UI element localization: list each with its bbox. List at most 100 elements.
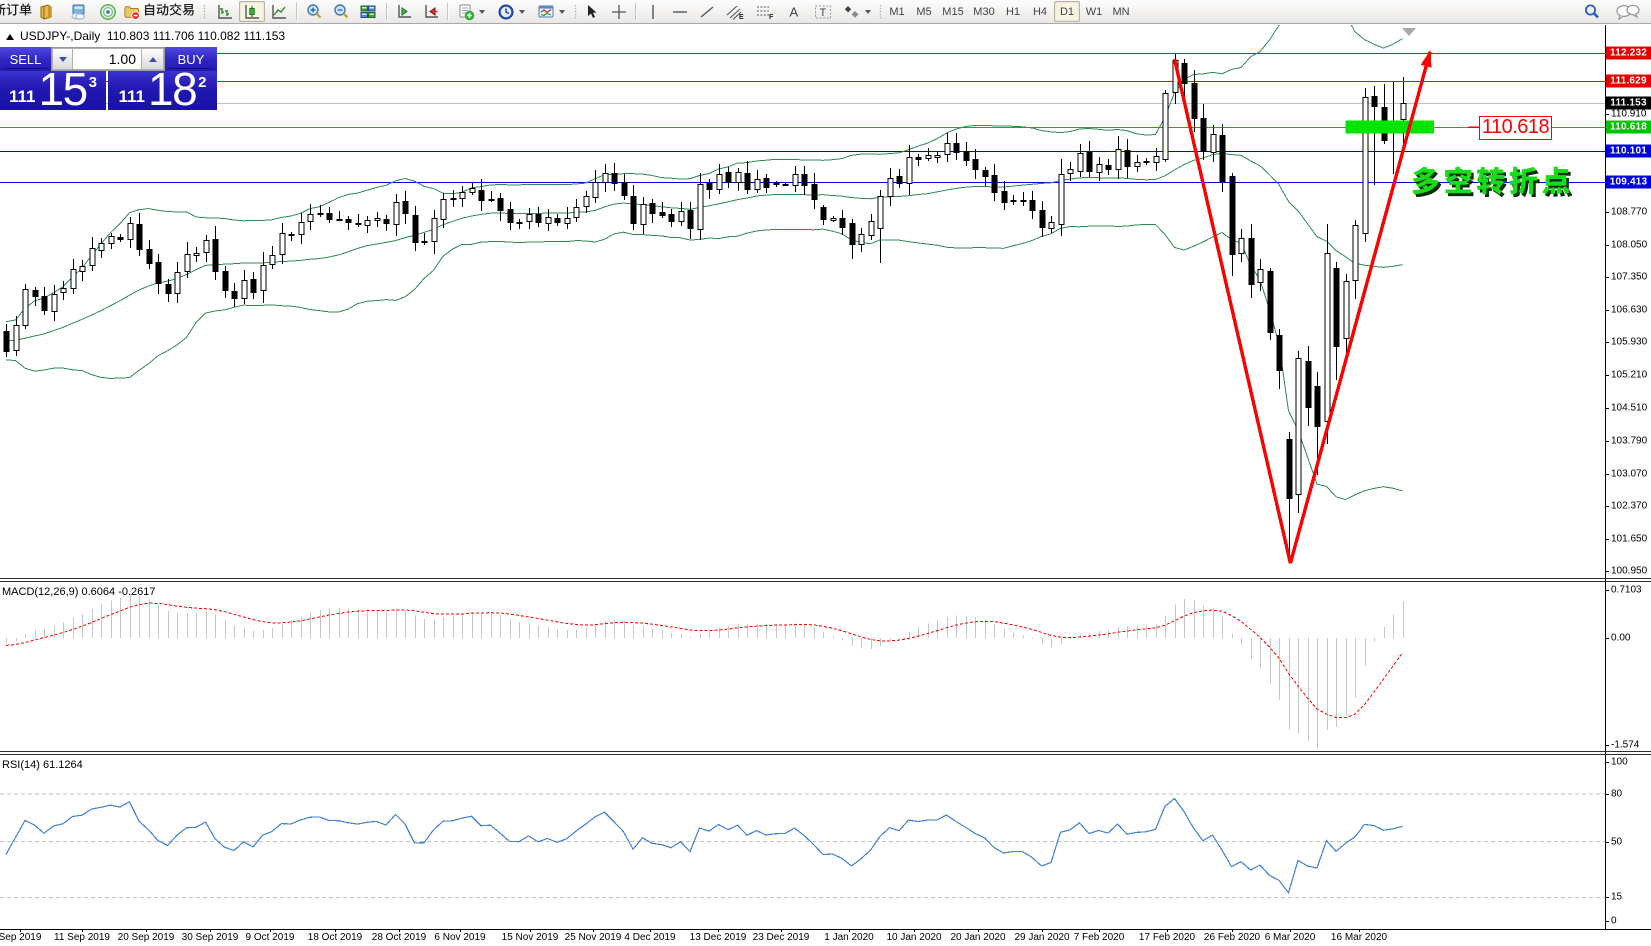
timeframe-h1[interactable]: H1: [1005, 5, 1021, 18]
panel-collapse-arrow-icon[interactable]: [6, 34, 14, 40]
horizontal-line-tool-icon[interactable]: [667, 1, 693, 22]
text-tool-icon[interactable]: A: [781, 1, 807, 22]
sell-underline: [4, 68, 47, 69]
volume-decrease-button[interactable]: [52, 48, 73, 70]
rsi-axis-tick: [1605, 793, 1609, 795]
rsi-pane-layer: [0, 793, 1605, 898]
price-axis-label: 107.350: [1611, 271, 1648, 283]
fibonacci-tool-icon[interactable]: F: [751, 1, 779, 22]
volume-input[interactable]: 1.00: [73, 48, 141, 70]
sell-price-pips: 15: [38, 63, 88, 116]
signals-icon[interactable]: [95, 1, 121, 22]
toolbar-separator: [635, 3, 637, 20]
pane-separator[interactable]: [0, 578, 1651, 579]
toolbar: E F A T M1 M5 M15 M30 H1 H4 D1 W1 MN: [0, 0, 1651, 24]
timeframe-m15[interactable]: M15: [942, 5, 964, 18]
templates-button[interactable]: [532, 1, 570, 22]
templates-dropdown-arrow[interactable]: [559, 9, 565, 14]
up-arrow-icon: [148, 56, 157, 62]
date-axis-label: 23 Dec 2019: [752, 932, 810, 943]
timeframe-w1[interactable]: W1: [1085, 5, 1103, 18]
price-axis-label: 100.950: [1611, 565, 1648, 577]
indicators-dropdown-arrow[interactable]: [479, 9, 485, 14]
autotrading-button[interactable]: [124, 1, 198, 22]
crosshair-tool-icon[interactable]: [606, 1, 632, 22]
timeframe-m5[interactable]: M5: [916, 5, 932, 18]
line-chart-icon[interactable]: [266, 1, 292, 22]
periods-dropdown-arrow[interactable]: [519, 9, 525, 14]
arrows-tool-button[interactable]: [839, 1, 875, 22]
price-axis-label: 101.650: [1611, 533, 1648, 545]
price-axis-tick: [1605, 571, 1609, 572]
rsi-axis-label: 15: [1611, 891, 1623, 903]
timeframe-d1[interactable]: D1: [1054, 1, 1080, 22]
chart-shift-icon[interactable]: [418, 1, 444, 22]
timeframe-mn[interactable]: MN: [1112, 5, 1130, 18]
price-axis-badge-110.101: 110.101: [1606, 144, 1651, 158]
trendline-tool-icon[interactable]: [694, 1, 720, 22]
chart-shift-marker-icon[interactable]: [1402, 28, 1417, 36]
sell-button[interactable]: SELL: [0, 47, 51, 71]
pane-separator[interactable]: [0, 754, 1651, 755]
zoom-in-icon[interactable]: [301, 1, 327, 22]
chart-title: USDJPY-,Daily 110.803 111.706 110.082 11…: [20, 29, 285, 43]
timeframe-m1[interactable]: M1: [889, 5, 905, 18]
price-axis-label: 103.790: [1611, 435, 1648, 447]
auto-scroll-icon[interactable]: [391, 1, 417, 22]
vertical-line-tool-icon[interactable]: [640, 1, 666, 22]
price-axis-label: 105.930: [1611, 336, 1648, 348]
price-axis-tick: [1605, 211, 1609, 213]
periods-button[interactable]: [492, 1, 530, 22]
time-axis-line: [0, 929, 1651, 930]
annotation-note[interactable]: [1411, 166, 1577, 201]
search-icon[interactable]: [1578, 1, 1606, 22]
rsi-indicator-label: RSI(14) 61.1264: [2, 759, 83, 771]
fibo-icon-letter: F: [769, 14, 774, 21]
buy-button[interactable]: BUY: [165, 47, 217, 71]
price-axis-tick: [1605, 245, 1609, 246]
pane-separator[interactable]: [0, 581, 1651, 582]
sell-price-figure: 111: [8, 87, 36, 106]
timeframe-h4[interactable]: H4: [1032, 5, 1048, 18]
price-axis-label: 108.050: [1611, 239, 1648, 251]
date-axis-tick: [914, 929, 915, 932]
level-price-label[interactable]: 110.618: [1479, 115, 1552, 140]
price-axis-tick: [1605, 505, 1609, 507]
sell-price[interactable]: 111 15 3: [0, 63, 106, 116]
text-label-tool-icon[interactable]: T: [809, 1, 837, 22]
zoom-out-icon[interactable]: [328, 1, 354, 22]
price-axis-label: 108.770: [1611, 206, 1648, 218]
chart-symbol-period: USDJPY-,Daily: [20, 29, 101, 43]
buy-price[interactable]: 111 18 2: [108, 66, 217, 112]
toolbar-grip[interactable]: [879, 4, 882, 19]
candlestick-chart-icon[interactable]: [239, 1, 265, 22]
indicators-button[interactable]: [452, 1, 490, 22]
chat-icon[interactable]: [1610, 1, 1644, 22]
price-axis-tick: [1605, 407, 1609, 409]
chart-window: USDJPY-,Daily 110.803 111.706 110.082 11…: [0, 25, 1651, 946]
macd-axis-tick: [1605, 745, 1609, 747]
cursor-tool-icon[interactable]: [580, 1, 604, 22]
arrows-dropdown-arrow[interactable]: [865, 9, 871, 14]
toolbar-grip[interactable]: [574, 4, 577, 19]
rsi-axis-label: 50: [1611, 836, 1623, 848]
date-axis-tick: [335, 929, 336, 932]
volume-increase-button[interactable]: [141, 48, 164, 70]
channel-tool-icon[interactable]: E: [721, 1, 749, 22]
date-axis-tick: [530, 929, 531, 932]
rsi-axis-label: 0: [1611, 915, 1617, 927]
bar-chart-icon[interactable]: [212, 1, 238, 22]
date-axis-label: 25 Nov 2019: [564, 932, 622, 943]
marketwatch-icon[interactable]: [34, 1, 60, 22]
tile-windows-icon[interactable]: [355, 1, 381, 22]
date-axis-tick: [20, 929, 21, 932]
toolbar-grip[interactable]: [203, 4, 206, 19]
new-order-button[interactable]: [0, 1, 33, 22]
pane-separator[interactable]: [0, 751, 1651, 752]
timeframe-m30[interactable]: M30: [973, 5, 995, 18]
chart-ohlc: 110.803 111.706 110.082 111.153: [106, 29, 286, 43]
text-icon-letter: A: [790, 4, 799, 19]
navigator-icon[interactable]: [65, 1, 91, 22]
macd-axis-label: 0.7103: [1611, 584, 1642, 596]
